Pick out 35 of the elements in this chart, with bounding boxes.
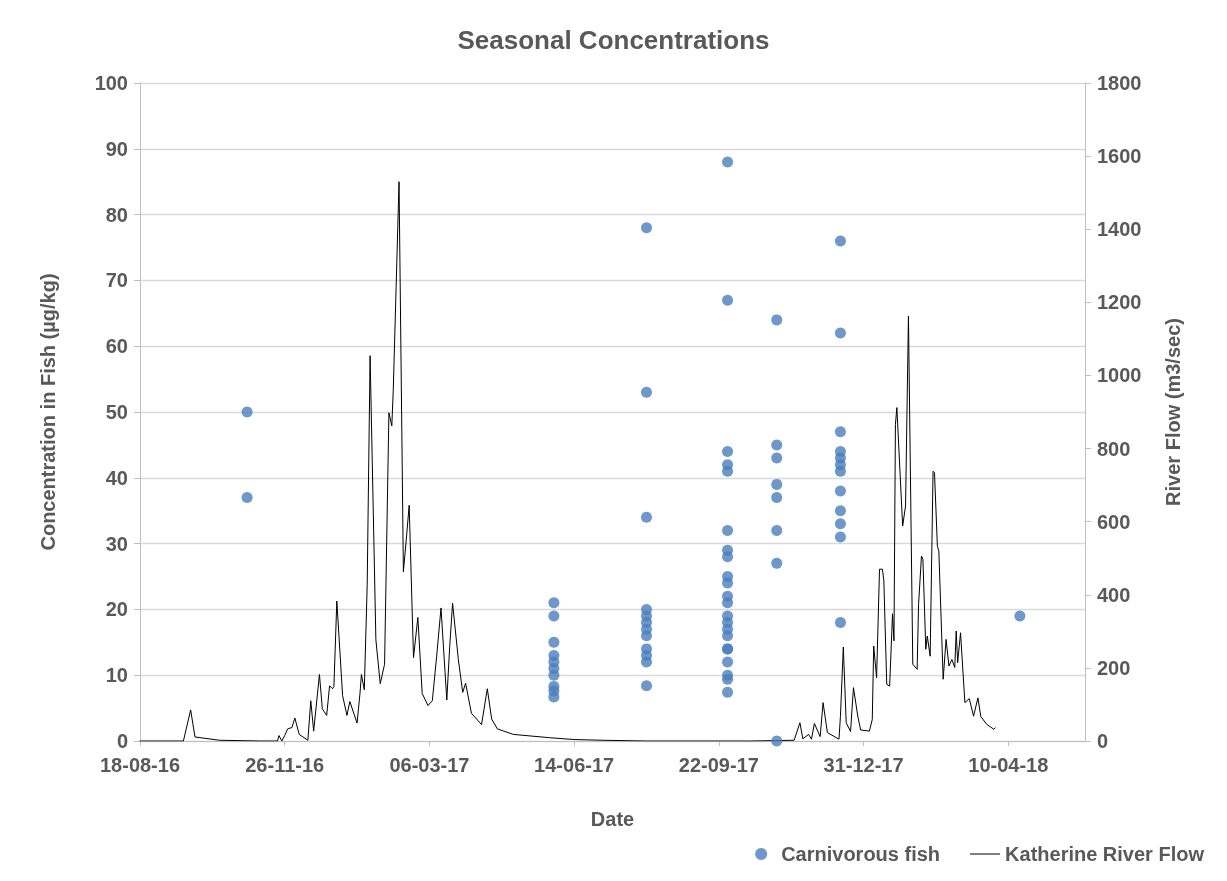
x-tick-label: 10-04-18: [968, 754, 1049, 776]
y2-tick-label: 1600: [1097, 145, 1142, 168]
y2-tick-label: 1000: [1097, 364, 1142, 387]
y2-tick-label: 1200: [1097, 291, 1142, 314]
y-tick-label: 70: [105, 269, 128, 292]
y-tick-label: 80: [105, 203, 128, 226]
x-tick-label: 18-08-16: [99, 754, 181, 776]
y2-tick-label: 200: [1097, 656, 1131, 679]
x-tick-label: 26-11-16: [245, 754, 325, 776]
y-tick-label: 40: [105, 466, 128, 489]
y-tick-label: 50: [105, 401, 128, 423]
x-tick-label: 31-12-17: [823, 754, 904, 776]
legend-label: Carnivorous fish: [781, 843, 941, 865]
x-tick-label: 14-06-17: [534, 754, 615, 776]
y-tick-label: 10: [105, 664, 128, 687]
y2-tick-label: 1400: [1097, 218, 1142, 241]
x-tick-label: 22-09-17: [678, 754, 759, 776]
x-tick-label: 06-03-17: [389, 754, 470, 776]
y2-tick-label: 800: [1097, 437, 1131, 460]
y-tick-label: 20: [105, 598, 128, 621]
y2-tick-label: 0: [1097, 730, 1109, 752]
y2-tick-label: 600: [1097, 510, 1131, 533]
y-tick-label: 60: [105, 335, 128, 358]
y-tick-label: 0: [116, 730, 128, 752]
x-axis-title: Date: [590, 808, 635, 830]
legend-label: Katherine River Flow: [1005, 843, 1205, 865]
y-tick-label: 90: [105, 137, 128, 160]
y2-tick-label: 1800: [1097, 72, 1142, 94]
chart-title: Seasonal Concentrations: [457, 25, 770, 55]
y-tick-label: 100: [94, 72, 128, 94]
y-tick-label: 30: [105, 532, 128, 555]
y2-axis-title: River Flow (m3/sec): [1162, 318, 1184, 506]
y2-tick-label: 400: [1097, 583, 1131, 606]
y-axis-title: Concentration in Fish (µg/kg): [37, 273, 59, 551]
line-series: [139, 181, 996, 742]
